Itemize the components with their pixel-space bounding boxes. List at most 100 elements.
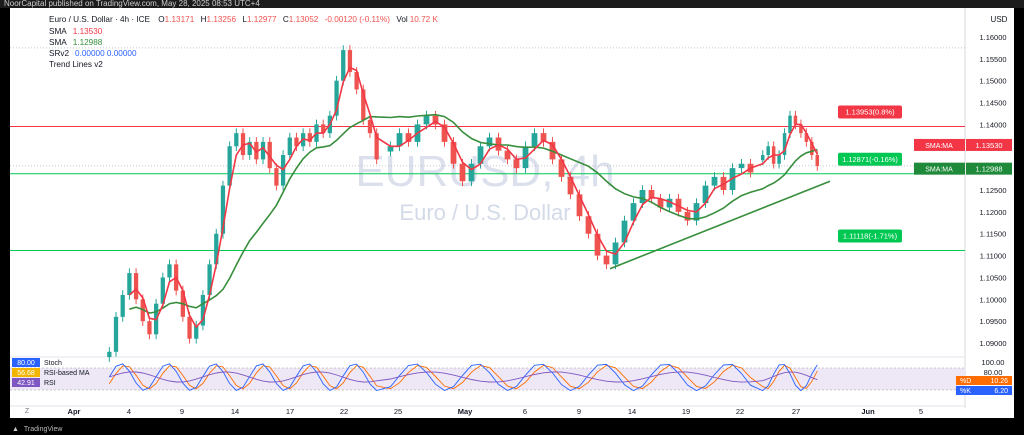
ohlc-open-value: 1.13171 xyxy=(165,15,195,24)
price-tag-value: 1.12988 xyxy=(975,165,1002,174)
candle-body xyxy=(711,176,718,186)
time-tick-label: 6 xyxy=(523,407,527,416)
oscillator-value-box xyxy=(12,368,40,377)
price-tags: SMA:MA 1.13530 SMA:MA 1.12988 xyxy=(914,138,1012,175)
currency-label[interactable]: USD xyxy=(991,15,1008,24)
candle-body xyxy=(760,155,765,161)
candle-body xyxy=(540,133,547,142)
price-tick-label: 1.15500 xyxy=(979,55,1006,64)
indicator-trend-lines[interactable]: Trend Lines v2 xyxy=(49,60,103,69)
candle-body xyxy=(432,115,439,125)
candle-body xyxy=(307,133,312,142)
price-chart[interactable]: EURUSD, 4h Euro / U.S. Dollar 1.13953(0.… xyxy=(10,8,1014,418)
candle-body xyxy=(334,80,339,116)
candle-body xyxy=(147,321,152,335)
oscillator-tag-box xyxy=(956,386,1012,395)
candle-body xyxy=(127,273,132,295)
time-axis[interactable]: Apr 4 9 14 17 22 25 May 6 9 14 19 22 27 Jun 5 xyxy=(68,407,924,416)
candle-body xyxy=(387,146,394,152)
time-tick-label: 14 xyxy=(628,407,636,416)
zoom-icon[interactable]: Z xyxy=(25,408,30,415)
candle-body xyxy=(459,163,466,182)
candle-body xyxy=(477,146,484,164)
candle-body xyxy=(468,163,475,182)
candle-body xyxy=(804,133,809,142)
price-tag-label-box xyxy=(914,162,965,175)
candle-body xyxy=(777,155,781,164)
indicator-sma-fast[interactable]: SMA 1.13530 xyxy=(49,27,103,36)
stoch-d-line xyxy=(108,364,818,390)
candle-body xyxy=(160,277,165,304)
indicator-name: SRv2 xyxy=(49,49,69,58)
candle-body xyxy=(648,190,655,199)
time-tick-label: Jun xyxy=(861,407,875,416)
horizontal-levels: 1.13953(0.8%) 1.12871(-0.16%) 1.11118(-1.7… xyxy=(10,47,965,251)
price-tick-label: 1.14500 xyxy=(979,99,1006,108)
candle-body xyxy=(260,141,266,160)
price-tick-label: 1.11000 xyxy=(980,252,1007,261)
indicator-sma-slow[interactable]: SMA 1.12988 xyxy=(49,38,103,47)
price-tick-label: 1.12000 xyxy=(979,208,1006,217)
oscillator-label: RSI xyxy=(44,380,56,387)
legend-title: Euro / U.S. Dollar · 4h · ICE xyxy=(49,15,151,24)
price-tick-label: 1.16000 xyxy=(979,33,1006,42)
candle-body xyxy=(486,137,493,147)
candle-body xyxy=(200,294,206,326)
ohlc-close-value: 1.13052 xyxy=(289,15,319,24)
ohlc-open-key: O xyxy=(158,15,164,24)
ohlc-low-key: L xyxy=(242,15,247,24)
price-tick-label: 1.10000 xyxy=(979,295,1006,304)
indicator-value: 1.12988 xyxy=(73,38,103,47)
time-tick-label: 19 xyxy=(682,407,690,416)
price-tick-label: 1.15000 xyxy=(979,77,1006,86)
ohlc-close-key: C xyxy=(283,15,289,24)
ohlc-high-key: H xyxy=(201,15,207,24)
candle-body xyxy=(367,120,373,134)
time-tick-label: 22 xyxy=(340,407,348,416)
candle-body xyxy=(558,159,565,177)
time-tick-label: 4 xyxy=(127,407,131,416)
candle-body xyxy=(354,71,359,90)
moving-averages xyxy=(128,66,831,329)
candle-body xyxy=(513,159,520,169)
sma-slow-line xyxy=(129,113,818,314)
oscillator-tag-value: 10.26 xyxy=(990,378,1008,385)
publish-banner: NoorCapital published on TradingView.com… xyxy=(0,0,1024,8)
candle-body xyxy=(207,264,212,295)
candle-body xyxy=(531,133,538,147)
candle-body xyxy=(294,137,299,147)
candle-body xyxy=(107,351,112,358)
price-tag-label: SMA:MA xyxy=(925,167,953,174)
candle-body xyxy=(684,211,691,221)
oscillator-tag-value: 6.20 xyxy=(994,388,1008,395)
time-tick-label: 9 xyxy=(180,407,184,416)
candle-body xyxy=(738,163,745,169)
candle-body xyxy=(450,141,457,164)
candle-body xyxy=(120,294,125,317)
candle-body xyxy=(227,146,232,186)
price-axis[interactable]: 1.160001.155001.150001.145001.140001.135… xyxy=(979,33,1006,348)
oscillator-tag-label: %D xyxy=(960,378,971,385)
oscillator-value: 80.00 xyxy=(17,360,35,367)
indicator-value: 1.13530 xyxy=(73,27,103,36)
oscillator-label: RSI-based MA xyxy=(44,370,90,377)
indicator-srv2[interactable]: SRv2 0.00000 0.00000 xyxy=(49,49,137,58)
time-tick-label: 14 xyxy=(231,407,239,416)
level-label: 1.11118(-1.71%) xyxy=(843,231,898,240)
candle-body xyxy=(585,216,592,234)
trend-line xyxy=(609,180,831,270)
sma-fast-line xyxy=(128,66,819,329)
candle-body xyxy=(220,185,226,234)
footer-bar: ▲ TradingView xyxy=(0,425,1024,435)
candle-body xyxy=(666,198,673,208)
candle-body xyxy=(247,141,252,156)
price-tag-value-box xyxy=(966,138,1012,151)
oscillator-value-box xyxy=(12,378,40,387)
time-tick-label: 22 xyxy=(736,407,744,416)
level-label: 1.12871(-0.16%) xyxy=(842,155,898,164)
price-tick-label: 1.10500 xyxy=(979,273,1006,282)
volume-value: 10.72 K xyxy=(410,15,439,24)
candle-body xyxy=(321,124,326,134)
stoch-k-line xyxy=(108,363,818,392)
